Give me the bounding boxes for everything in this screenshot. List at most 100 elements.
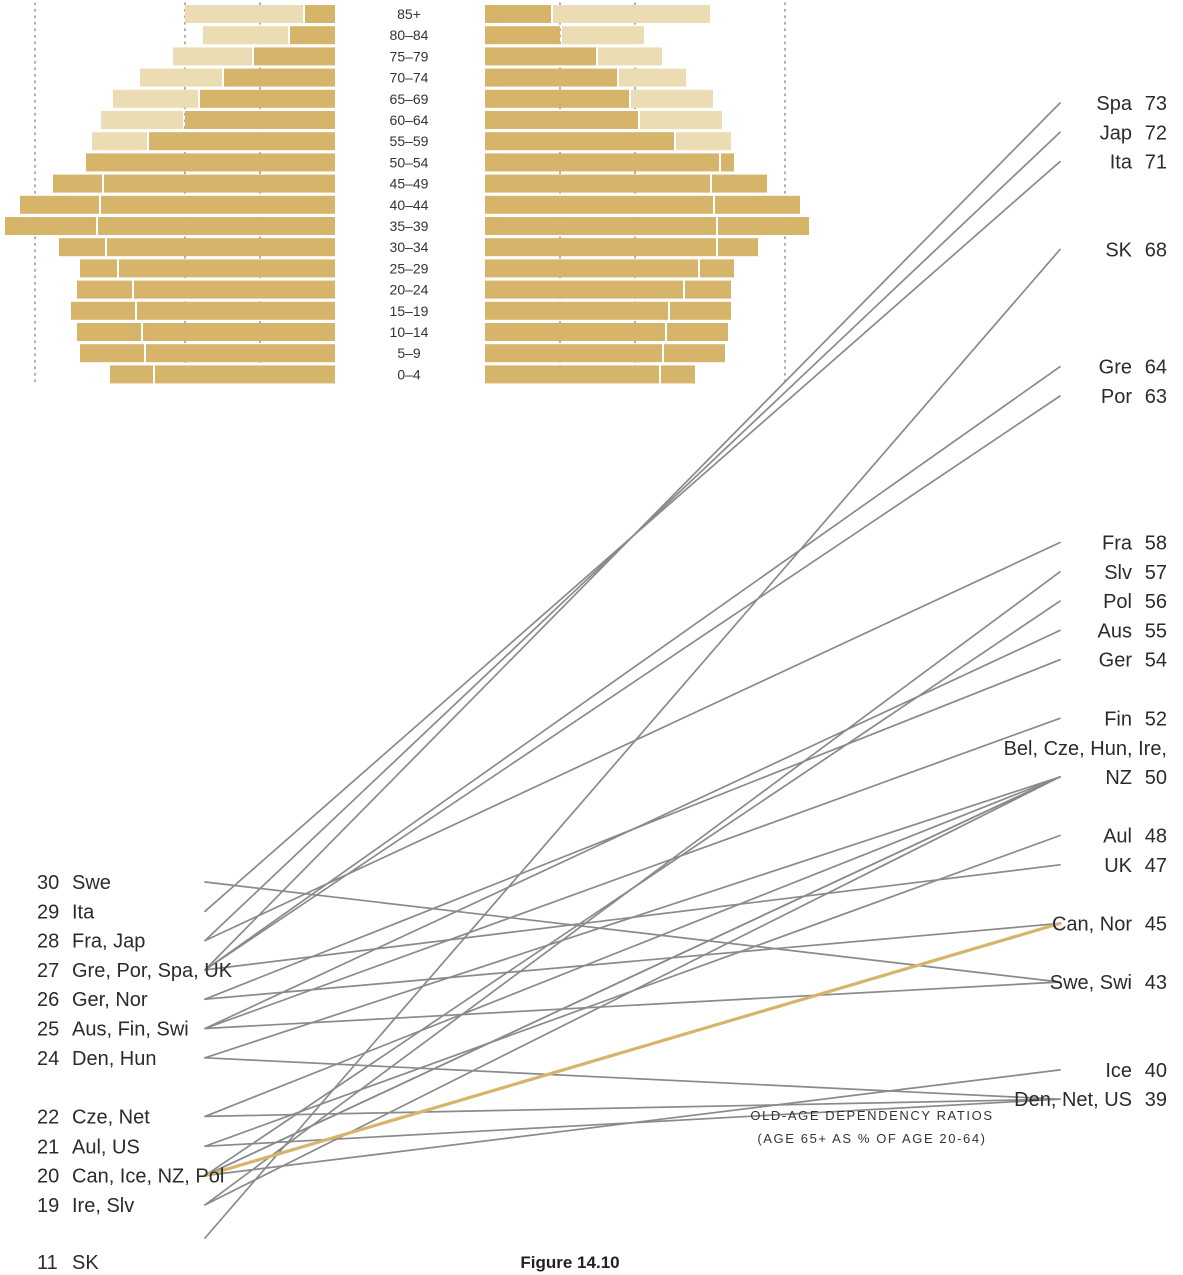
slope-left-value: 26 xyxy=(37,989,59,1011)
pyramid-bar-right-future xyxy=(715,195,800,214)
slope-right-label: SK xyxy=(1105,240,1132,262)
slope-left-value: 22 xyxy=(37,1106,59,1128)
slope-right-value: 55 xyxy=(1145,620,1167,642)
slope-right-label: Den, Net, US xyxy=(1014,1089,1132,1111)
pyramid-bar-right-current xyxy=(485,132,674,151)
slope-right-label: Aus xyxy=(1098,620,1132,642)
slope-left-label: Ita xyxy=(72,901,95,923)
age-group-label: 65–69 xyxy=(390,91,429,107)
pyramid-bar-left-current xyxy=(185,111,335,129)
slope-right-label: Aul xyxy=(1103,826,1132,848)
pyramid-bar-right-future xyxy=(670,301,731,320)
pyramid-bar-right-current xyxy=(485,26,560,45)
pyramid-bar-left-future xyxy=(59,238,105,257)
slope-left-value: 29 xyxy=(37,901,59,923)
slope-right-value: 39 xyxy=(1145,1089,1167,1111)
pyramid-bar-left-future xyxy=(140,68,222,87)
slope-line-nor xyxy=(204,922,1061,1001)
slope-left-value: 27 xyxy=(37,960,59,982)
age-group-label: 20–24 xyxy=(390,282,429,298)
pyramid-bar-right-future xyxy=(562,26,644,45)
pyramid-bar-right-future xyxy=(685,280,731,299)
slope-line-us xyxy=(204,1098,1061,1148)
slope-left-value: 21 xyxy=(37,1136,59,1158)
pyramid-bar-left-current xyxy=(143,323,335,341)
pyramid-bar-left-future xyxy=(80,259,117,278)
pyramid-bar-right-current xyxy=(485,301,668,320)
slope-right-value: 47 xyxy=(1145,855,1167,877)
pyramid-bar-right-current xyxy=(485,259,698,278)
pyramid-bar-right-future xyxy=(718,238,758,257)
slope-right-label: Gre xyxy=(1099,357,1132,379)
pyramid-bar-right-current xyxy=(485,217,716,235)
slope-left-value: 19 xyxy=(37,1195,59,1217)
age-group-label: 60–64 xyxy=(390,112,429,128)
age-group-label: 40–44 xyxy=(390,197,429,213)
pyramid-bar-left-current xyxy=(107,238,335,257)
slope-right-labels: Spa 73 Jap 72 Ita 71 SK 68 Gre 64 Por 63 Fra 58 Slv 57 P… xyxy=(1004,93,1167,1111)
slope-right-value: 48 xyxy=(1145,826,1167,848)
slope-right-value: 50 xyxy=(1145,767,1167,789)
slope-right-value: 63 xyxy=(1145,386,1167,408)
pyramid-bar-left-future xyxy=(53,174,102,193)
slope-right-label: Ger xyxy=(1099,650,1133,672)
slope-left-label: Ire, Slv xyxy=(72,1195,134,1217)
pyramid-bar-left-future xyxy=(113,89,198,108)
age-group-label: 50–54 xyxy=(390,154,429,170)
slope-line-ita xyxy=(204,160,1061,913)
slope-left-label: Den, Hun xyxy=(72,1048,157,1070)
pyramid-bar-left-current xyxy=(290,26,335,45)
pyramid-bar-right-current xyxy=(485,153,719,172)
pyramid-bar-left-current xyxy=(224,68,335,87)
slope-right-value: 68 xyxy=(1145,240,1167,262)
slope-right-label: Pol xyxy=(1103,591,1132,613)
slope-right-value: 43 xyxy=(1145,972,1167,994)
slope-chart-subtitle: (AGE 65+ AS % OF AGE 20-64) xyxy=(757,1131,986,1146)
pyramid-bar-right-future xyxy=(553,5,710,23)
slope-left-label: Aus, Fin, Swi xyxy=(72,1019,189,1041)
slope-right-value: 58 xyxy=(1145,533,1167,555)
slope-left-label: Can, Ice, NZ, Pol xyxy=(72,1166,224,1188)
pyramid-bar-left-current xyxy=(98,217,335,235)
slope-left-value: 20 xyxy=(37,1166,59,1188)
age-group-label: 10–14 xyxy=(390,324,429,340)
age-group-label: 35–39 xyxy=(390,218,429,234)
slope-right-label: Ice xyxy=(1105,1060,1132,1082)
slope-right-label: NZ xyxy=(1105,767,1132,789)
slope-right-label: Ita xyxy=(1110,152,1133,174)
pyramid-bar-left-current xyxy=(104,174,335,193)
population-pyramid xyxy=(5,5,809,384)
pyramid-bar-left-current xyxy=(254,47,335,66)
slope-left-value: 30 xyxy=(37,872,59,894)
slope-right-label: Bel, Cze, Hun, Ire, xyxy=(1004,738,1167,760)
slope-chart-title: OLD-AGE DEPENDENCY RATIOS xyxy=(750,1108,993,1123)
slope-right-value: 73 xyxy=(1145,93,1167,115)
pyramid-bar-right-future xyxy=(667,323,728,341)
pyramid-bar-left-future xyxy=(80,344,144,363)
slope-right-value: 71 xyxy=(1145,152,1167,174)
pyramid-bar-right-current xyxy=(485,280,683,299)
pyramid-bar-left-future xyxy=(185,5,303,23)
pyramid-bar-left-future xyxy=(92,132,147,151)
slope-line-cze xyxy=(204,776,1061,1118)
pyramid-bar-right-future xyxy=(640,111,722,129)
slope-line-ger xyxy=(204,658,1061,1001)
pyramid-bar-right-future xyxy=(676,132,731,151)
pyramid-bar-left-current xyxy=(134,280,335,299)
slope-left-label: Gre, Por, Spa, UK xyxy=(72,960,233,982)
pyramid-bar-right-future xyxy=(718,217,809,235)
pyramid-bar-left-future xyxy=(77,323,141,341)
pyramid-bar-left-future xyxy=(173,47,252,66)
slope-right-label: Por xyxy=(1101,386,1132,408)
slope-right-value: 52 xyxy=(1145,708,1167,730)
pyramid-bar-right-current xyxy=(485,89,629,108)
slope-line-can xyxy=(203,921,1062,1178)
age-group-label: 0–4 xyxy=(397,366,421,382)
pyramid-bar-right-current xyxy=(485,68,617,87)
slope-right-value: 40 xyxy=(1145,1060,1167,1082)
slope-left-value: 28 xyxy=(37,931,59,953)
pyramid-bar-left-current xyxy=(200,89,335,108)
slope-line-swi xyxy=(204,981,1061,1030)
age-group-label: 85+ xyxy=(397,6,421,22)
pyramid-bar-right-future xyxy=(664,344,725,363)
